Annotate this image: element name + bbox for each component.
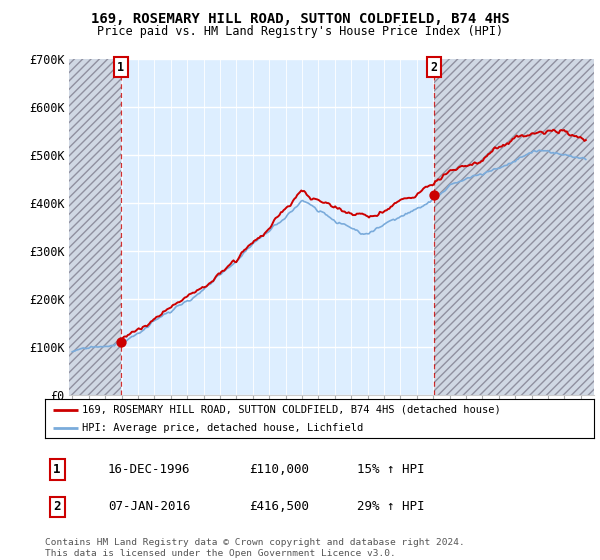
Text: 2: 2: [53, 500, 61, 514]
Text: Contains HM Land Registry data © Crown copyright and database right 2024.
This d: Contains HM Land Registry data © Crown c…: [45, 538, 465, 558]
Text: Price paid vs. HM Land Registry's House Price Index (HPI): Price paid vs. HM Land Registry's House …: [97, 25, 503, 38]
Text: £110,000: £110,000: [249, 463, 309, 476]
Point: [116, 338, 125, 347]
Text: 1: 1: [53, 463, 61, 476]
Bar: [434, 59, 594, 395]
Text: 2: 2: [430, 60, 437, 74]
Bar: [69, 59, 121, 395]
Text: 29% ↑ HPI: 29% ↑ HPI: [357, 500, 425, 514]
Bar: [69, 59, 121, 395]
Text: 169, ROSEMARY HILL ROAD, SUTTON COLDFIELD, B74 4HS: 169, ROSEMARY HILL ROAD, SUTTON COLDFIEL…: [91, 12, 509, 26]
Text: £416,500: £416,500: [249, 500, 309, 514]
Text: 16-DEC-1996: 16-DEC-1996: [108, 463, 191, 476]
Text: 15% ↑ HPI: 15% ↑ HPI: [357, 463, 425, 476]
Text: 07-JAN-2016: 07-JAN-2016: [108, 500, 191, 514]
Text: 169, ROSEMARY HILL ROAD, SUTTON COLDFIELD, B74 4HS (detached house): 169, ROSEMARY HILL ROAD, SUTTON COLDFIEL…: [82, 405, 501, 415]
Text: 1: 1: [117, 60, 124, 74]
Point: [429, 190, 439, 199]
Text: HPI: Average price, detached house, Lichfield: HPI: Average price, detached house, Lich…: [82, 423, 364, 433]
Bar: [69, 59, 121, 395]
